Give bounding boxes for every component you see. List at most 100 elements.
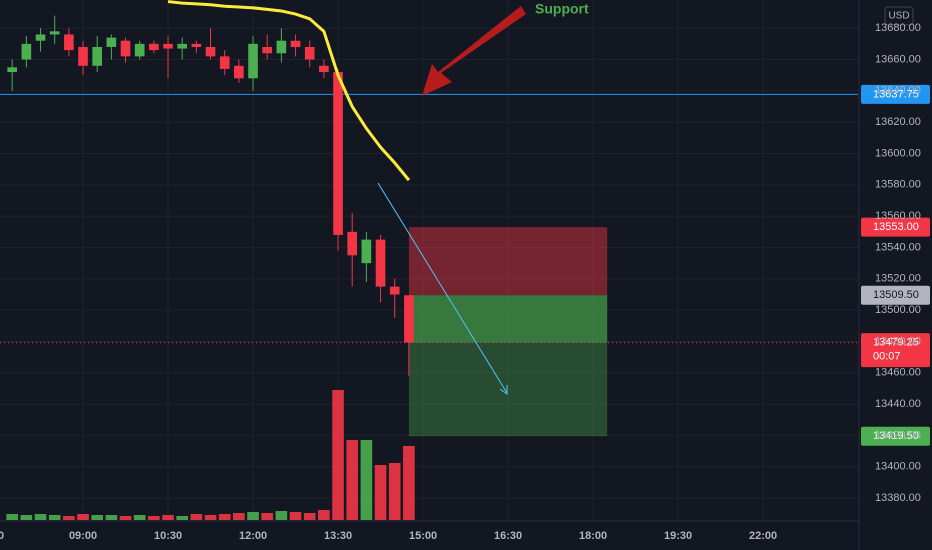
candle-body (64, 34, 74, 51)
x-tick-label: 12:00 (239, 530, 267, 542)
candle-body (21, 43, 32, 60)
volume-bar (34, 514, 47, 520)
price-tag (861, 333, 930, 368)
y-tick-label: 13580.00 (875, 179, 921, 191)
candle-body (248, 43, 258, 79)
price-tag-label: 13479.25 (873, 337, 919, 349)
candle-body (304, 46, 315, 60)
currency-box[interactable] (884, 6, 914, 26)
volume-bar (6, 514, 19, 520)
volume-bar (247, 512, 259, 520)
volume-bar (289, 512, 302, 520)
x-tick-label: 18:00 (579, 530, 607, 542)
volume-bar (346, 440, 359, 520)
y-tick-label: 13540.00 (875, 241, 921, 253)
volume-bar (261, 513, 274, 520)
volume-bar (360, 440, 373, 520)
volume-bar (77, 514, 89, 520)
volume-bar (218, 514, 231, 520)
volume-bar (318, 510, 330, 520)
x-tick-label: 10:30 (154, 530, 182, 542)
candle-body (134, 43, 145, 57)
candle-body (106, 37, 117, 47)
y-tick-label: 13600.00 (875, 147, 921, 159)
stop-zone (408, 227, 608, 296)
candle-body (149, 43, 159, 51)
x-tick-label: 22:00 (749, 530, 777, 542)
candle-body (347, 231, 358, 256)
price-tag-label: 13553.00 (873, 221, 919, 233)
candle-body (163, 43, 173, 49)
volume-bar (20, 515, 33, 520)
volume-bar (332, 390, 344, 520)
y-tick-label: 13400.00 (875, 461, 921, 473)
x-tick-label: 16:30 (494, 530, 522, 542)
price-tag (861, 426, 930, 446)
volume-bar (388, 463, 401, 520)
price-tag-label: 13637.75 (873, 88, 919, 100)
price-tag (861, 285, 930, 305)
y-tick-label: 13420.00 (875, 429, 921, 441)
candle-body (290, 40, 301, 47)
x-tick-label: 15:00 (409, 530, 437, 542)
currency: USD (888, 11, 909, 22)
y-tick-label: 13640.00 (875, 85, 921, 97)
y-tick-label: 13520.00 (875, 273, 921, 285)
x-tick-label: 13:30 (324, 530, 352, 542)
volume-bar (162, 515, 174, 520)
y-tick-label: 13560.00 (875, 210, 921, 222)
candle-body (319, 65, 329, 73)
price-tag-label: 13419.50 (873, 430, 919, 442)
y-tick-label: 13620.00 (875, 116, 921, 128)
y-tick-label: 13680.00 (875, 22, 921, 34)
volume-bar (275, 511, 288, 520)
x-tick-label: 30 (0, 530, 4, 542)
volume-bar (190, 514, 203, 520)
candle-body (49, 31, 60, 35)
candle-body (191, 43, 202, 47)
candle-body (262, 46, 273, 54)
volume-bar (374, 465, 387, 520)
volume-bar (303, 513, 316, 520)
volume-bar (105, 515, 118, 520)
volume-bar (176, 516, 189, 520)
candle-body (78, 46, 88, 66)
support-arrow (422, 6, 526, 96)
candle-body (219, 56, 230, 69)
trend-arrow-head (499, 385, 508, 395)
volume-bar (133, 515, 146, 520)
candle-body (404, 295, 414, 343)
y-tick-label: 13500.00 (875, 304, 921, 316)
volume-bar (119, 516, 132, 520)
y-tick-label: 13380.00 (875, 492, 921, 504)
candle-body (92, 46, 103, 66)
candle-body (276, 40, 287, 54)
volume-bar (148, 516, 160, 520)
candle-body (375, 239, 386, 287)
candle-body (333, 72, 343, 235)
volume-bar (233, 513, 245, 520)
annotation: Support (535, 1, 589, 17)
y-tick-label: 13480.00 (875, 335, 921, 347)
trend-arrow (377, 182, 508, 394)
price-tag (861, 217, 930, 237)
volume-bar (91, 515, 104, 520)
candle-body (35, 34, 46, 41)
open-profit-zone (408, 295, 608, 343)
candle-body (120, 40, 131, 57)
volume-bar (403, 446, 415, 520)
plot-area (0, 0, 858, 520)
price-tag-label: 13509.50 (873, 289, 919, 301)
candle-body (7, 67, 18, 73)
x-tick-label: 19:30 (664, 530, 692, 542)
y-tick-label: 13660.00 (875, 53, 921, 65)
price-tag (861, 84, 930, 104)
candle-body (361, 239, 372, 264)
y-tick-label: 13460.00 (875, 367, 921, 379)
price-tags: 13637.75 13553.00 13509.50 13479.25 00:07 134… (861, 84, 930, 446)
candle-body (177, 43, 188, 49)
volume-bar (204, 515, 217, 520)
candle-body (389, 286, 400, 295)
